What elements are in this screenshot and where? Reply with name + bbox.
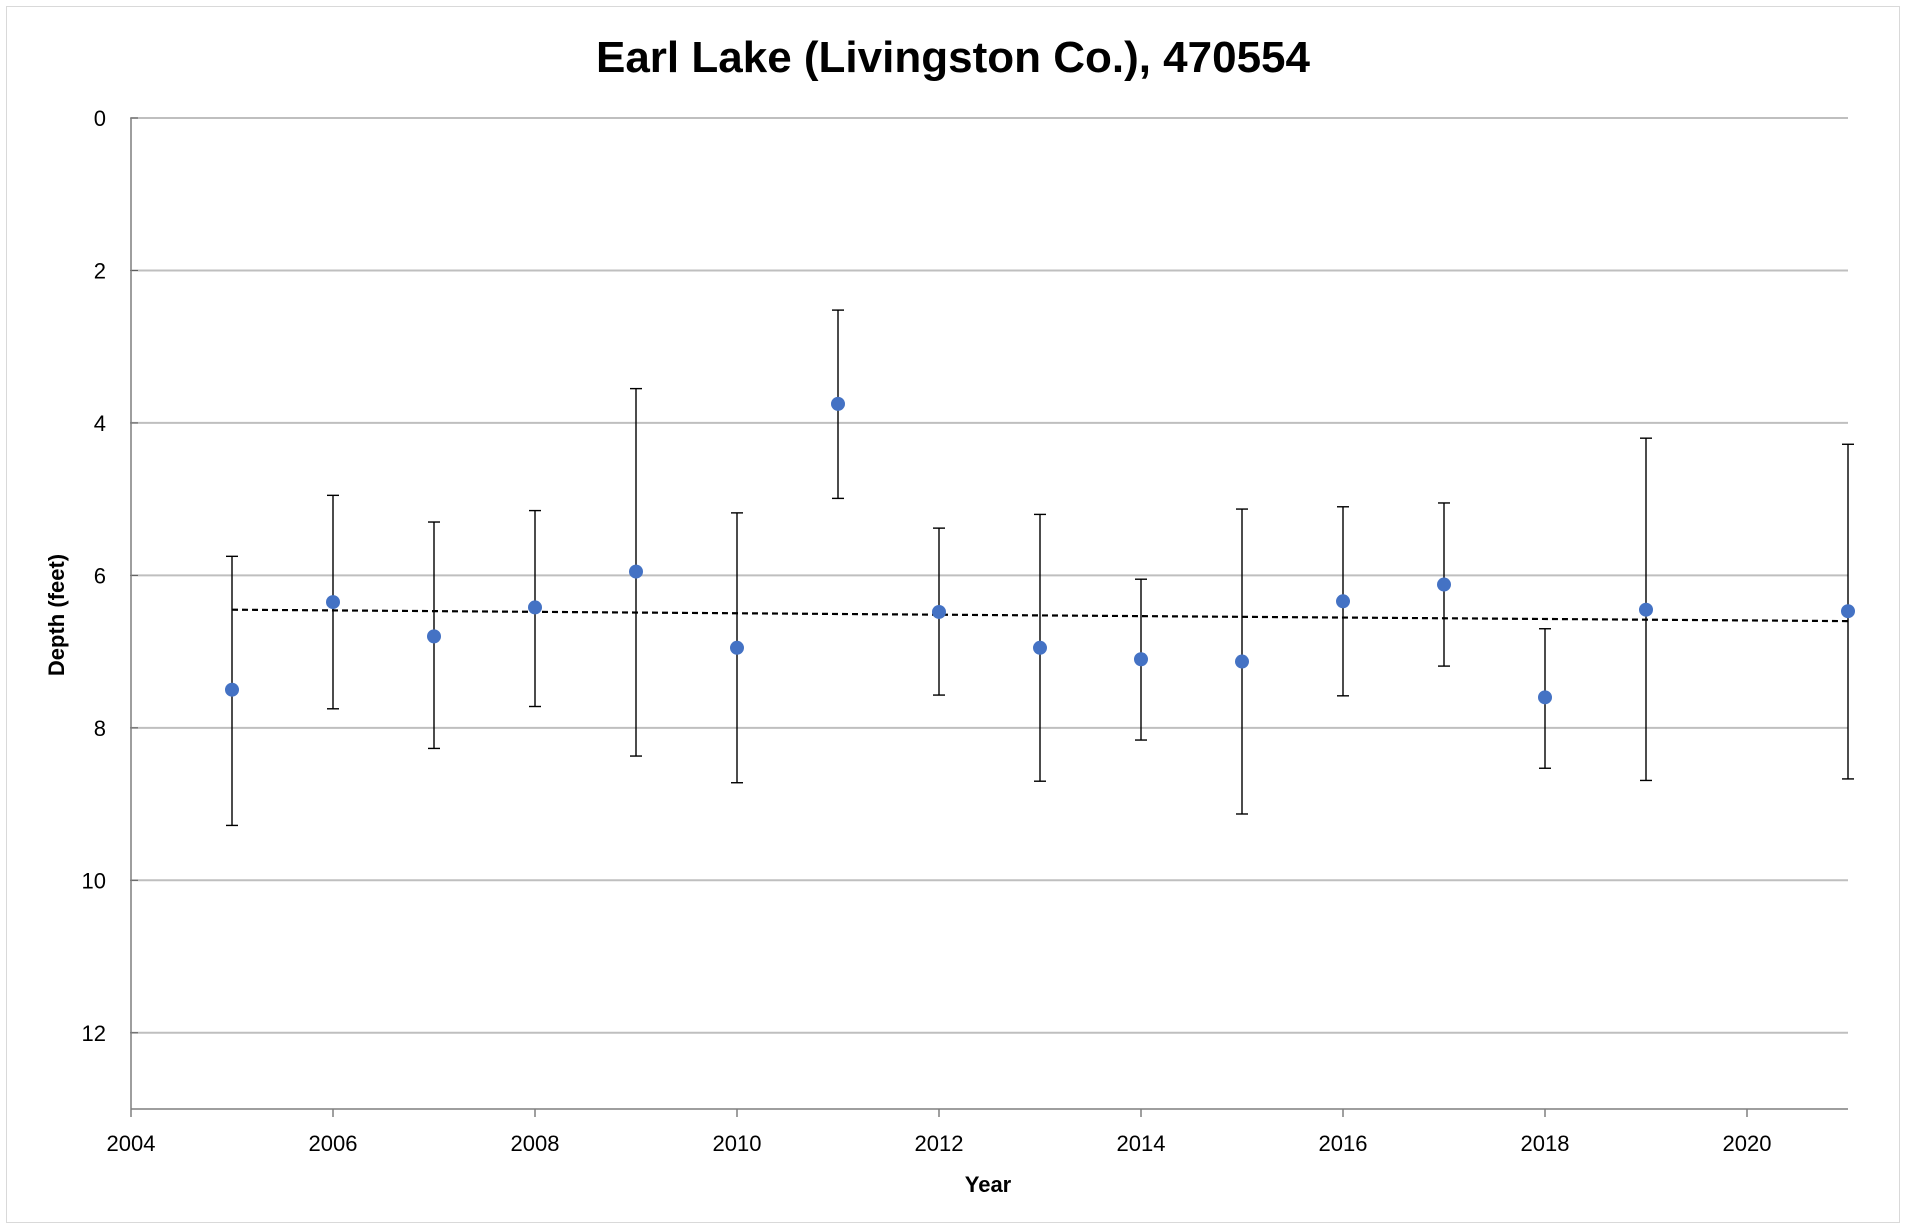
x-tick-label: 2008 — [511, 1131, 560, 1156]
data-point — [528, 600, 542, 615]
data-point — [1033, 640, 1047, 655]
data-point — [831, 396, 845, 411]
x-tick-label: 2006 — [309, 1131, 358, 1156]
data-point — [1235, 654, 1249, 669]
y-tick-labels: 0 2 4 6 8 10 12 — [82, 106, 106, 1046]
data-point — [326, 595, 340, 610]
x-tick-label: 2018 — [1521, 1131, 1570, 1156]
y-tick-label: 4 — [94, 411, 106, 436]
y-axis-label: Depth (feet) — [44, 554, 69, 676]
y-tick-label: 8 — [94, 716, 106, 741]
data-point — [932, 604, 946, 619]
x-tick-label: 2016 — [1319, 1131, 1368, 1156]
data-point — [1841, 604, 1855, 619]
x-tick-label: 2004 — [107, 1131, 156, 1156]
x-axis-label: Year — [965, 1172, 1012, 1197]
data-point — [730, 640, 744, 655]
y-tick-label: 6 — [94, 563, 106, 588]
data-point — [1538, 690, 1552, 705]
y-tick-label: 0 — [94, 106, 106, 131]
data-point — [1437, 577, 1451, 592]
gridlines — [131, 117, 1848, 1034]
data-point — [427, 629, 441, 644]
y-tick-label: 10 — [82, 868, 106, 893]
data-point — [629, 564, 643, 579]
x-tick-labels: 2004 2006 2008 2010 2012 2014 2016 2018 2020 — [107, 1131, 1772, 1156]
x-tick-label: 2010 — [713, 1131, 762, 1156]
x-tick-label: 2012 — [915, 1131, 964, 1156]
data-point — [1336, 594, 1350, 609]
y-tick-label: 2 — [94, 258, 106, 283]
chart-title: Earl Lake (Livingston Co.), 470554 — [596, 33, 1311, 82]
error-bars — [226, 309, 1854, 827]
data-points — [225, 396, 1855, 705]
y-tick-label: 12 — [82, 1021, 106, 1046]
data-point — [1134, 652, 1148, 667]
data-point — [1639, 602, 1653, 617]
x-tick-label: 2020 — [1723, 1131, 1772, 1156]
data-point — [225, 682, 239, 697]
x-tick-label: 2014 — [1117, 1131, 1166, 1156]
axes — [130, 117, 1848, 1117]
